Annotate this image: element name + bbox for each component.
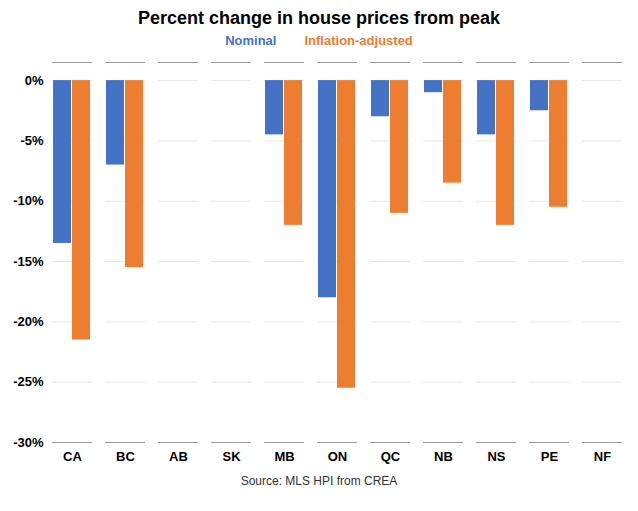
svg-text:-10%: -10% <box>13 193 44 208</box>
svg-text:-15%: -15% <box>13 254 44 269</box>
svg-text:MB: MB <box>274 449 294 464</box>
svg-text:QC: QC <box>381 449 401 464</box>
html-text:Source: MLS HPI from CREA: Source: MLS HPI from CREA <box>240 474 398 488</box>
html-text:Percent change in house prices: Percent change in house prices from peak <box>137 8 501 28</box>
svg-text:PE: PE <box>541 449 559 464</box>
html-text:Nominal: Nominal <box>225 33 277 48</box>
svg-text:SK: SK <box>222 449 241 464</box>
svg-text:NB: NB <box>434 449 453 464</box>
html-text:Inflation-adjusted: Inflation-adjusted <box>304 33 413 48</box>
svg-text:0%: 0% <box>25 73 44 88</box>
svg-text:CA: CA <box>63 449 82 464</box>
svg-text:-5%: -5% <box>20 133 44 148</box>
svg-text:-30%: -30% <box>13 435 44 450</box>
svg-text:-25%: -25% <box>13 374 44 389</box>
svg-text:NF: NF <box>594 449 611 464</box>
svg-text:AB: AB <box>169 449 188 464</box>
svg-text:BC: BC <box>116 449 135 464</box>
svg-text:ON: ON <box>328 449 348 464</box>
svg-text:-20%: -20% <box>13 314 44 329</box>
svg-text:NS: NS <box>487 449 505 464</box>
